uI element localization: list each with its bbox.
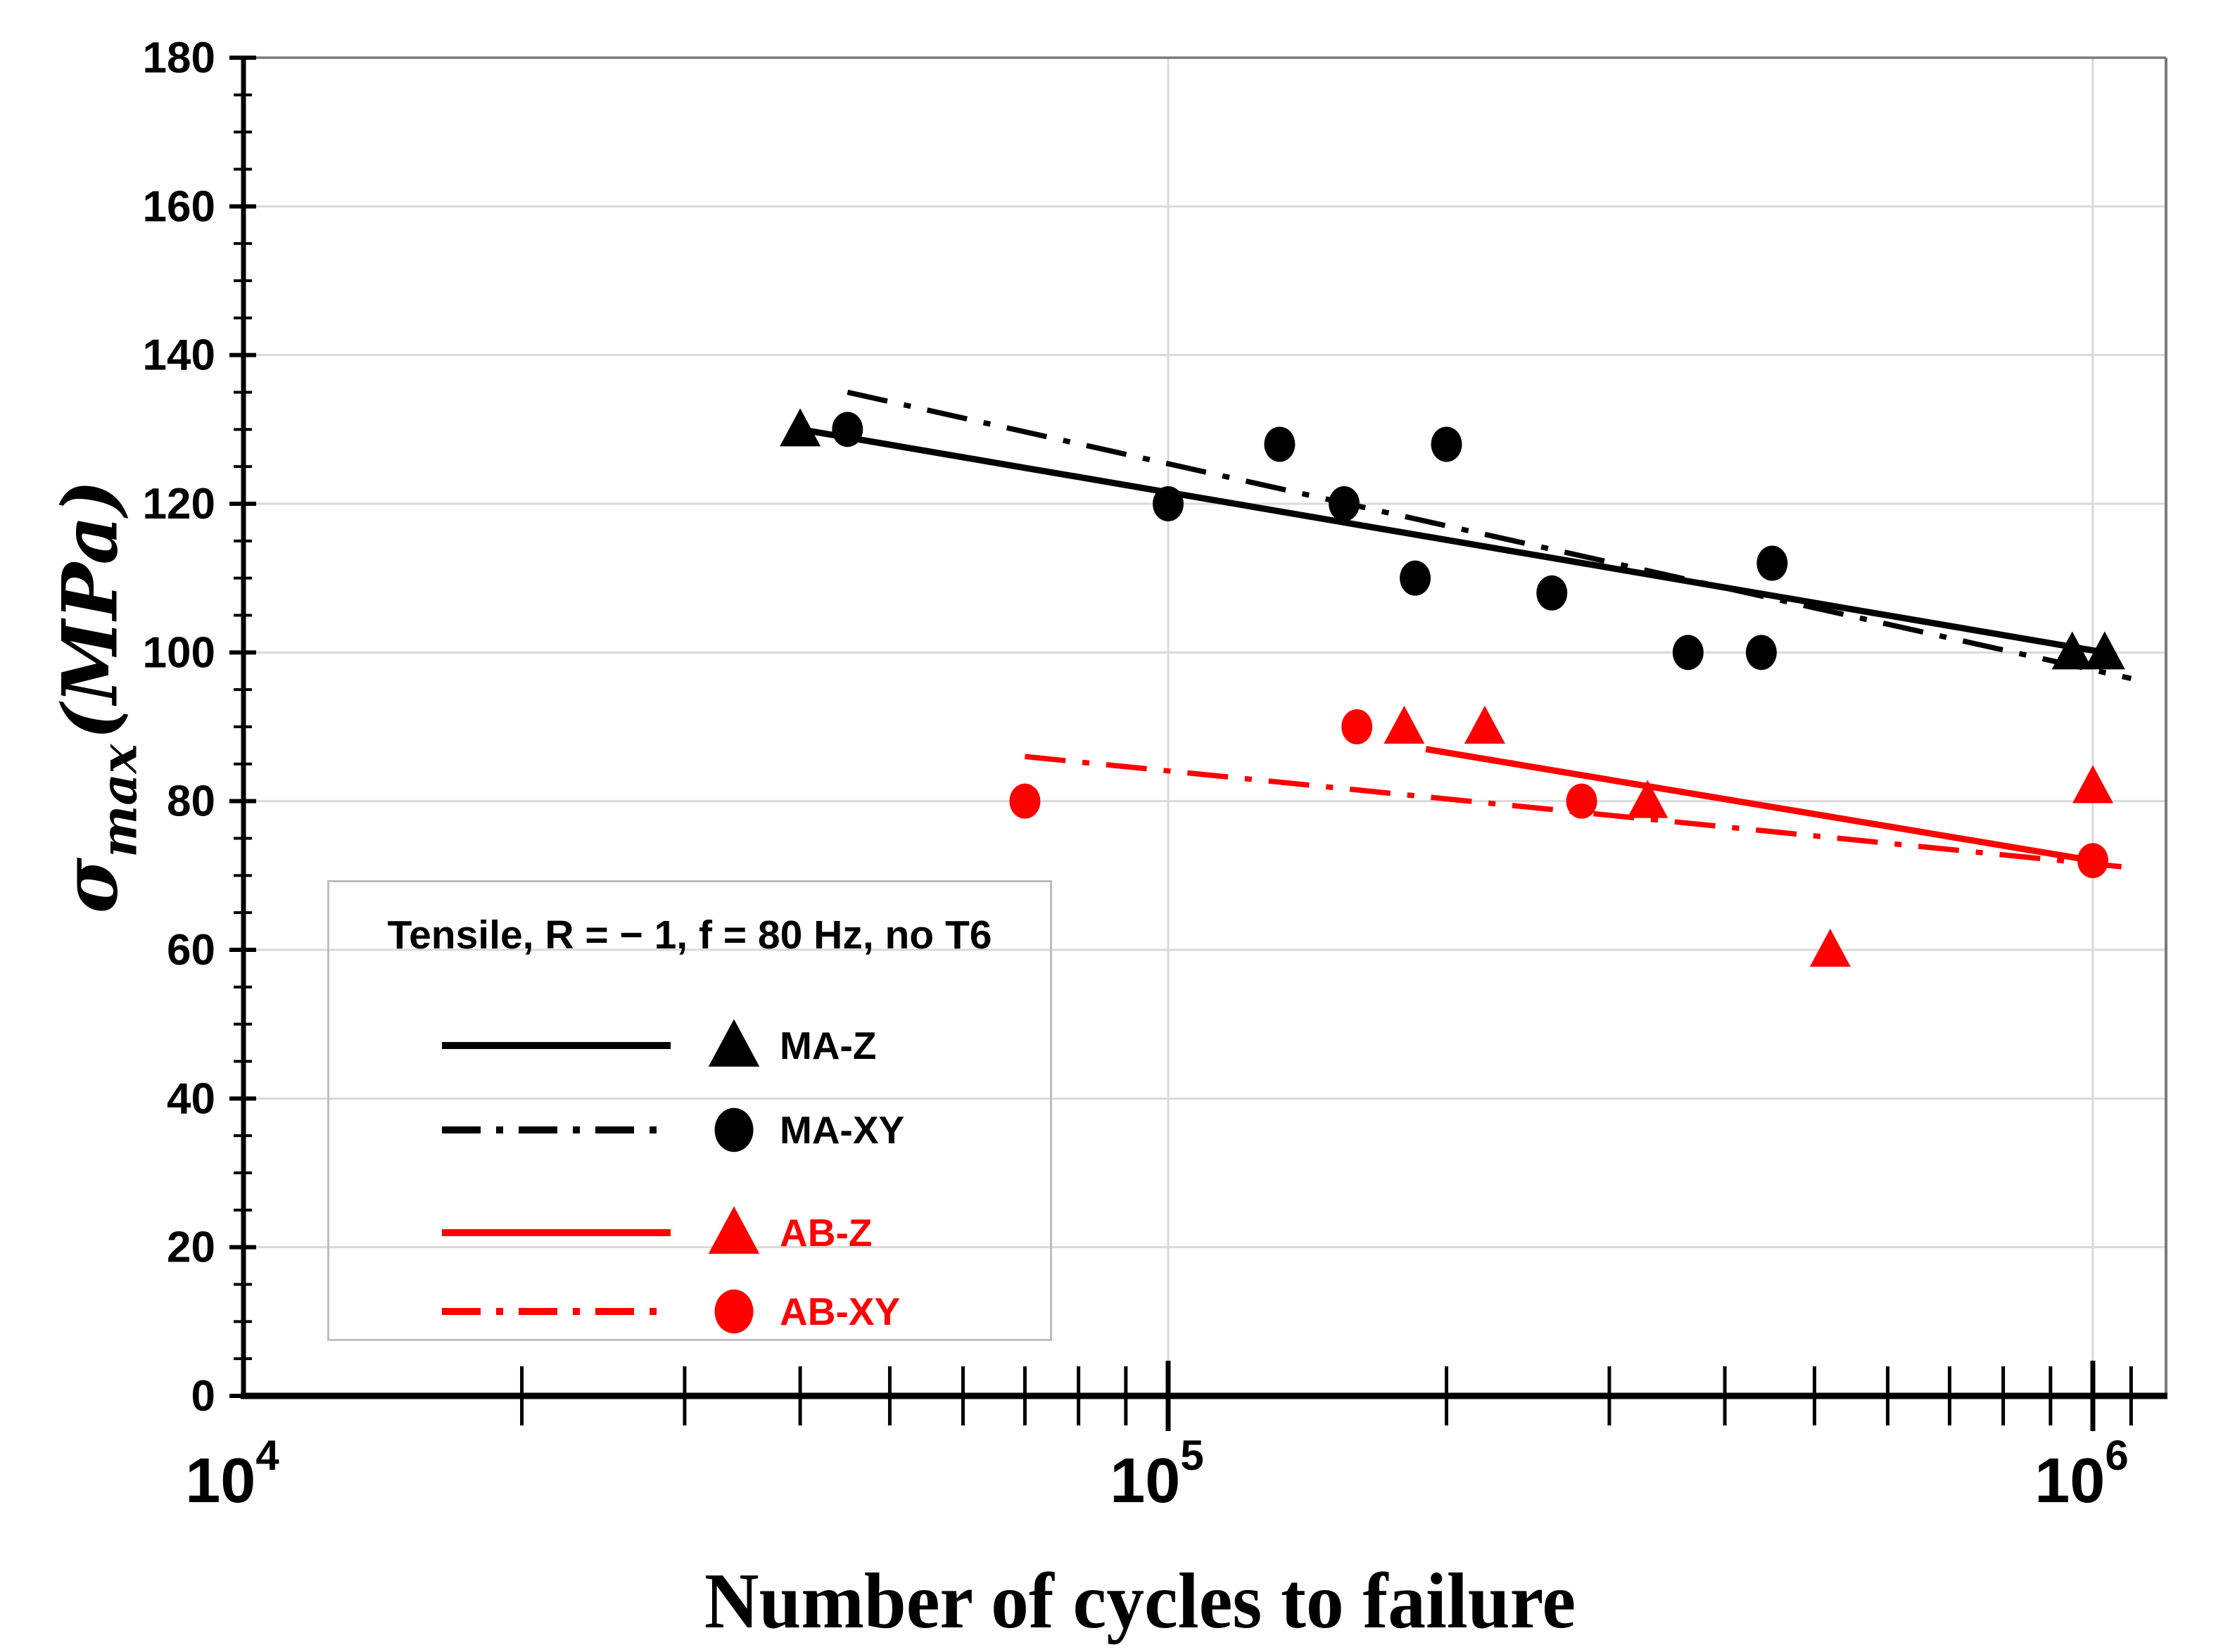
- x-tick-label: 105: [1110, 1432, 1203, 1516]
- ma-xy-marker: [1431, 426, 1462, 462]
- y-tick-label: 40: [167, 1074, 215, 1123]
- y-axis-unit: (MPa): [46, 479, 135, 740]
- ab-z-marker: [1809, 929, 1851, 967]
- legend-label-ma-xy: MA-XY: [780, 1108, 905, 1152]
- fit-line-ab-z: [1425, 746, 2094, 864]
- ma-xy-marker: [832, 412, 863, 447]
- ma-xy-marker: [1756, 545, 1788, 581]
- series-ma-xy: [832, 412, 1788, 671]
- ab-xy-circle-icon: [714, 1289, 754, 1334]
- fit-line-ma-z: [799, 426, 2106, 656]
- ab-z-marker: [2072, 765, 2113, 803]
- ma-z-marker: [2051, 631, 2093, 670]
- y-tick-label: 20: [167, 1224, 215, 1272]
- legend-label-ab-z: AB-Z: [780, 1211, 873, 1254]
- legend-swatch-ab-xy: [442, 1289, 754, 1334]
- ab-xy-marker: [2077, 843, 2108, 879]
- y-axis-title: σmax(MPa): [46, 480, 148, 914]
- legend-swatch-ma-z: [442, 1019, 760, 1067]
- ma-z-triangle-icon: [708, 1019, 760, 1067]
- y-tick-label: 160: [143, 182, 215, 231]
- series-ma-z: [780, 408, 2125, 670]
- legend-label-ab-xy: AB-XY: [780, 1290, 901, 1333]
- legend-item-ab-xy: AB-XY: [329, 1269, 1050, 1354]
- legend-item-ab-z: AB-Z: [329, 1190, 1050, 1275]
- ma-z-marker: [780, 408, 821, 447]
- ma-xy-marker: [1672, 635, 1704, 671]
- ab-z-marker: [1384, 706, 1425, 744]
- y-tick-label: 100: [143, 628, 215, 677]
- y-axis-sigma: σ: [46, 857, 135, 914]
- legend-swatch-ab-z: [442, 1206, 760, 1254]
- ma-xy-circle-icon: [714, 1107, 754, 1152]
- legend-swatch-ma-xy: [442, 1107, 754, 1152]
- y-tick-label: 60: [167, 926, 215, 974]
- series-ab-z: [1384, 706, 2113, 967]
- legend-item-ma-z: MA-Z: [329, 1003, 1050, 1088]
- legend-item-ma-xy: MA-XY: [329, 1088, 1050, 1172]
- ab-z-marker: [1627, 780, 1669, 818]
- ma-z-marker: [2084, 631, 2125, 670]
- ab-xy-marker: [1009, 783, 1041, 819]
- fit-line-ab-xy: [1025, 754, 2135, 871]
- x-tick-label: 106: [2034, 1432, 2128, 1516]
- ab-xy-marker: [1341, 709, 1373, 744]
- y-tick-label: 140: [143, 331, 215, 380]
- legend-label-ma-z: MA-Z: [780, 1024, 877, 1067]
- legend: Tensile, R = − 1, f = 80 Hz, no T6 MA-Z M…: [327, 880, 1052, 1341]
- ma-xy-marker: [1152, 486, 1184, 521]
- ab-xy-marker: [1566, 783, 1597, 819]
- ma-xy-marker: [1264, 426, 1296, 462]
- fit-line-ma-xy: [847, 389, 2132, 681]
- series-ab-xy: [1009, 709, 2108, 879]
- x-axis-title: Number of cycles to failure: [704, 1558, 1576, 1645]
- legend-title: Tensile, R = − 1, f = 80 Hz, no T6: [387, 913, 992, 958]
- x-tick-label: 104: [185, 1432, 279, 1516]
- y-tick-label: 0: [191, 1372, 215, 1421]
- y-tick-label: 80: [167, 777, 215, 826]
- ma-xy-marker: [1745, 635, 1777, 671]
- ma-xy-marker: [1329, 486, 1360, 521]
- y-tick-label: 120: [143, 480, 215, 528]
- y-tick-label: 180: [143, 34, 215, 82]
- y-axis-subscript: max: [89, 744, 148, 858]
- ma-xy-marker: [1400, 560, 1431, 596]
- ab-z-marker: [1464, 706, 1505, 744]
- ma-xy-marker: [1536, 575, 1568, 611]
- ab-z-triangle-icon: [708, 1206, 760, 1254]
